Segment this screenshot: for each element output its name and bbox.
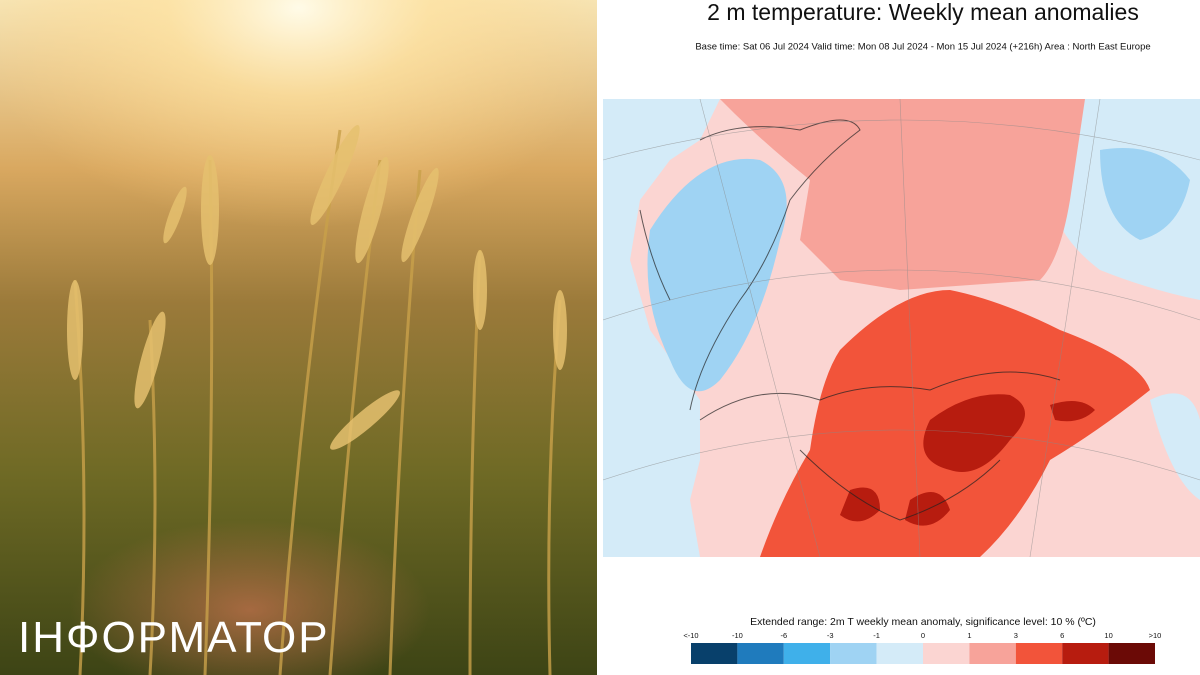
legend-swatch [876,643,923,664]
legend-label: <-10 [683,631,698,640]
legend-label: 6 [1060,631,1064,640]
legend-label: -10 [732,631,743,640]
legend-label: -3 [827,631,834,640]
legend: <-10 -10 -6 -3 -1 0 1 3 6 10 >10 [683,631,1161,664]
legend-label: 1 [967,631,971,640]
photo: ІНФОРМАТОР [0,0,597,675]
map [603,99,1200,557]
legend-label: 3 [1014,631,1018,640]
legend-swatch [830,643,877,664]
legend-swatch [737,643,784,664]
legend-label: 10 [1104,631,1112,640]
logo: ІНФОРМАТОР [18,613,330,662]
legend-label: -6 [780,631,787,640]
map-title: 2 m temperature: Weekly mean anomalies [707,0,1139,25]
legend-label: 0 [921,631,925,640]
legend-swatch [969,643,1016,664]
legend-swatch [1015,643,1063,664]
legend-swatch [783,643,831,664]
legend-swatch [923,643,970,664]
legend-swatch [691,643,738,664]
legend-swatch [1108,643,1155,664]
legend-swatch [1062,643,1109,664]
legend-label: >10 [1149,631,1162,640]
legend-label: -1 [873,631,880,640]
map-subtitle: Base time: Sat 06 Jul 2024 Valid time: M… [695,42,1150,53]
legend-caption: Extended range: 2m T weekly mean anomaly… [750,616,1096,628]
